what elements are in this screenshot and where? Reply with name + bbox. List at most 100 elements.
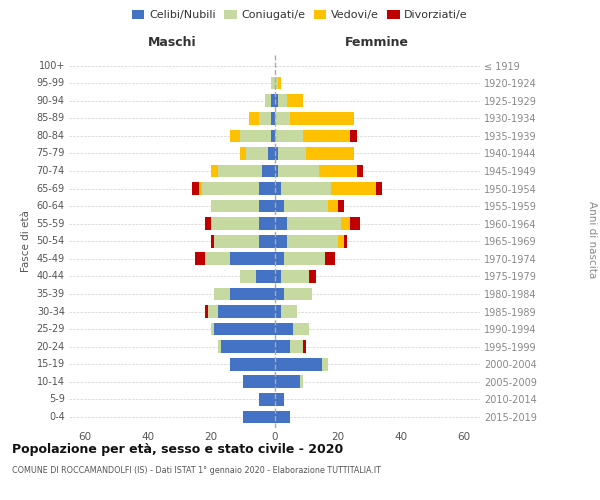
- Text: Anni di nascita: Anni di nascita: [587, 202, 597, 278]
- Bar: [278, 77, 281, 90]
- Bar: [243, 410, 275, 424]
- Bar: [338, 200, 344, 212]
- Bar: [199, 182, 202, 195]
- Bar: [319, 164, 356, 177]
- Bar: [278, 94, 287, 107]
- Bar: [259, 218, 275, 230]
- Bar: [341, 218, 350, 230]
- Bar: [211, 235, 214, 248]
- Bar: [281, 182, 331, 195]
- Bar: [259, 112, 271, 124]
- Bar: [284, 252, 325, 265]
- Bar: [331, 182, 376, 195]
- Bar: [218, 305, 275, 318]
- Bar: [275, 288, 284, 300]
- Bar: [281, 270, 309, 282]
- Bar: [214, 323, 275, 336]
- Bar: [205, 305, 208, 318]
- Bar: [275, 252, 284, 265]
- Text: Femmine: Femmine: [345, 36, 409, 49]
- Bar: [211, 218, 259, 230]
- Bar: [218, 164, 262, 177]
- Bar: [275, 376, 300, 388]
- Bar: [290, 112, 353, 124]
- Legend: Celibi/Nubili, Coniugati/e, Vedovi/e, Divorziati/e: Celibi/Nubili, Coniugati/e, Vedovi/e, Di…: [128, 6, 472, 25]
- Bar: [259, 200, 275, 212]
- Bar: [306, 147, 353, 160]
- Bar: [356, 164, 363, 177]
- Bar: [275, 323, 293, 336]
- Bar: [338, 235, 344, 248]
- Bar: [259, 393, 275, 406]
- Bar: [275, 200, 284, 212]
- Bar: [275, 218, 287, 230]
- Bar: [303, 340, 306, 353]
- Bar: [300, 376, 303, 388]
- Bar: [208, 305, 218, 318]
- Bar: [271, 77, 275, 90]
- Bar: [214, 235, 259, 248]
- Y-axis label: Fasce di età: Fasce di età: [21, 210, 31, 272]
- Bar: [350, 218, 360, 230]
- Bar: [211, 164, 218, 177]
- Bar: [221, 340, 275, 353]
- Bar: [262, 164, 275, 177]
- Bar: [246, 147, 268, 160]
- Bar: [240, 130, 271, 142]
- Bar: [271, 130, 275, 142]
- Bar: [240, 270, 256, 282]
- Bar: [256, 270, 275, 282]
- Bar: [275, 393, 284, 406]
- Bar: [211, 323, 214, 336]
- Bar: [275, 147, 278, 160]
- Bar: [309, 270, 316, 282]
- Bar: [278, 164, 319, 177]
- Bar: [376, 182, 382, 195]
- Bar: [275, 340, 290, 353]
- Bar: [303, 130, 350, 142]
- Bar: [259, 235, 275, 248]
- Bar: [202, 182, 259, 195]
- Bar: [211, 200, 259, 212]
- Bar: [281, 305, 296, 318]
- Bar: [230, 358, 275, 370]
- Bar: [275, 164, 278, 177]
- Bar: [275, 410, 290, 424]
- Bar: [350, 130, 356, 142]
- Bar: [344, 235, 347, 248]
- Bar: [268, 147, 275, 160]
- Bar: [214, 288, 230, 300]
- Bar: [271, 112, 275, 124]
- Bar: [205, 218, 211, 230]
- Bar: [275, 112, 290, 124]
- Text: Popolazione per età, sesso e stato civile - 2020: Popolazione per età, sesso e stato civil…: [12, 442, 343, 456]
- Bar: [275, 77, 278, 90]
- Bar: [284, 200, 328, 212]
- Bar: [271, 94, 275, 107]
- Bar: [230, 130, 240, 142]
- Bar: [275, 235, 287, 248]
- Bar: [249, 112, 259, 124]
- Bar: [287, 218, 341, 230]
- Bar: [275, 358, 322, 370]
- Bar: [265, 94, 271, 107]
- Bar: [193, 182, 199, 195]
- Bar: [328, 200, 338, 212]
- Bar: [284, 288, 313, 300]
- Bar: [287, 94, 303, 107]
- Bar: [196, 252, 205, 265]
- Bar: [290, 340, 303, 353]
- Bar: [259, 182, 275, 195]
- Text: COMUNE DI ROCCAMANDOLFI (IS) - Dati ISTAT 1° gennaio 2020 - Elaborazione TUTTITA: COMUNE DI ROCCAMANDOLFI (IS) - Dati ISTA…: [12, 466, 381, 475]
- Bar: [243, 376, 275, 388]
- Bar: [240, 147, 246, 160]
- Bar: [275, 305, 281, 318]
- Bar: [287, 235, 338, 248]
- Bar: [230, 288, 275, 300]
- Bar: [322, 358, 328, 370]
- Bar: [278, 147, 306, 160]
- Bar: [293, 323, 309, 336]
- Bar: [218, 340, 221, 353]
- Bar: [275, 182, 281, 195]
- Bar: [275, 94, 278, 107]
